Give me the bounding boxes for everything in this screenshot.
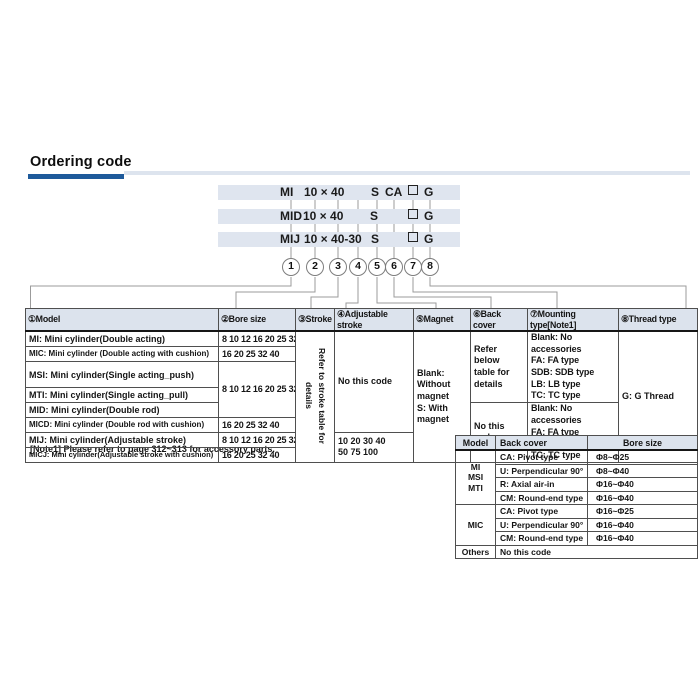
model-cell: MICJ: Mini cylinder(Adjustable stroke wi…	[25, 446, 219, 463]
bore-size-cell: 16 20 25 32 40	[218, 417, 296, 433]
table-row: MICD: Mini cylinder (Double rod with cus…	[25, 417, 698, 433]
header-model: ①Model	[25, 308, 219, 332]
step-circle-3: 3	[329, 258, 347, 276]
header-back-cover: ⑥Back cover	[470, 308, 528, 332]
model-cell: MID: Mini cylinder(Double rod)	[25, 402, 219, 419]
model-group-cell: MIC	[455, 504, 496, 546]
bore-size-cell: 16 20 25 32 40	[218, 345, 296, 362]
step-circle-6: 6	[385, 258, 403, 276]
bore-size-cell: 16 20 25 32 40	[218, 446, 296, 463]
code-size: 10 × 40	[304, 185, 345, 199]
table-row: MSI: Mini cylinder(Single acting_push) 8…	[25, 360, 698, 419]
bore-size-cell: Φ16~Φ40	[587, 531, 698, 546]
code-back-cover: CA	[385, 185, 403, 199]
no-code-cell: No this code	[495, 544, 698, 559]
stroke-vertical-text: Refer to stroke table for details	[304, 347, 327, 444]
back-cover-table: Model Back cover Bore size MI MSI MTI CA…	[455, 435, 698, 559]
step-circle-8: 8	[421, 258, 439, 276]
page-title: Ordering code	[30, 154, 132, 170]
blank-option-box-icon	[408, 232, 418, 242]
code-model: MI	[280, 185, 294, 199]
bore-size-cell: Φ16~Φ40	[587, 477, 698, 492]
bore-size-cell: Φ8~Φ40	[587, 463, 698, 478]
table-row: MIJ: Mini cylinder(Adjustable stroke) 8 …	[25, 431, 698, 463]
model-cell: MIC: Mini cylinder (Double acting with c…	[25, 345, 219, 362]
model-cell: MTI: Mini cylinder(Single acting_pull)	[25, 387, 219, 404]
header-mounting-type: ⑦Mounting type[Note1]	[527, 308, 619, 332]
code-model: MID	[280, 209, 302, 223]
header-magnet: ⑤Magnet	[413, 308, 471, 332]
table-row: MI MSI MTI CA: Pivot type Φ8~Φ25	[455, 449, 698, 505]
table-row: R: Axial air-in Φ16~Φ40	[456, 477, 698, 492]
model-cell: MICD: Mini cylinder (Double rod with cus…	[25, 417, 219, 433]
model-cell: MI: Mini cylinder(Double acting)	[25, 330, 219, 347]
table-row: MIC CA: Pivot type Φ16~Φ25	[455, 504, 698, 546]
code-magnet: S	[371, 185, 380, 199]
code-size: 10 × 40-30	[304, 232, 362, 246]
bore-size-cell: 8 10 12 16 20 25 32 40	[218, 431, 296, 448]
back-cover-cell: U: Perpendicular 90°	[495, 463, 588, 478]
bore-size-cell: Φ16~Φ40	[587, 517, 698, 532]
header-model: Model	[455, 435, 496, 451]
step-circle-5: 5	[368, 258, 386, 276]
code-magnet: S	[370, 209, 379, 223]
magnet-option-blank: Blank: Without magnet	[417, 367, 451, 401]
title-rule	[124, 171, 690, 175]
code-thread: G	[424, 232, 434, 246]
stroke-cell: Refer to stroke table for details	[295, 330, 335, 463]
title-underline-accent	[28, 174, 124, 179]
step-circle-1: 1	[282, 258, 300, 276]
adjustable-stroke-cell: 10 20 30 40 50 75 100	[334, 431, 414, 463]
back-cover-cell: CA: Pivot type	[495, 449, 588, 465]
table-row: U: Perpendicular 90° Φ8~Φ40	[456, 463, 698, 478]
header-thread-type: ⑧Thread type	[618, 308, 698, 332]
blank-option-box-icon	[408, 209, 418, 219]
header-adjustable-stroke: ④Adjustable stroke	[334, 308, 414, 332]
code-row-mid: MID 10 × 40 S G	[218, 209, 460, 224]
header-stroke: ③Stroke	[295, 308, 335, 332]
table-row: MI: Mini cylinder(Double acting) 8 10 12…	[25, 330, 698, 463]
model-cell: MSI: Mini cylinder(Single acting_push)	[25, 360, 219, 389]
back-cover-cell: CM: Round-end type	[495, 490, 588, 505]
table-row: Others No this code	[455, 544, 698, 559]
code-row-mi: MI 10 × 40 S CA G	[218, 185, 460, 200]
magnet-option-s: S: With magnet	[417, 402, 450, 425]
code-magnet: S	[371, 232, 380, 246]
bore-size-cell: Φ16~Φ40	[587, 490, 698, 505]
back-cover-cell: Refer below table for details	[470, 330, 528, 404]
step-circle-7: 7	[404, 258, 422, 276]
back-cover-cell: R: Axial air-in	[495, 477, 588, 492]
code-thread: G	[424, 209, 434, 223]
bore-size-cell: Φ16~Φ25	[587, 504, 698, 519]
mounting-type-cell: Blank: No accessories FA: FA type SDB: S…	[527, 330, 619, 404]
bore-size-cell: Φ8~Φ25	[587, 449, 698, 465]
header-back-cover: Back cover	[495, 435, 588, 451]
header-row: Model Back cover Bore size	[455, 435, 698, 451]
back-cover-cell: U: Perpendicular 90°	[495, 517, 588, 532]
code-row-mij: MIJ 10 × 40-30 S G	[218, 232, 460, 247]
code-thread: G	[424, 185, 434, 199]
header-row: ①Model ②Bore size ③Stroke ④Adjustable st…	[25, 308, 698, 332]
table-row: CM: Round-end type Φ16~Φ40	[456, 490, 698, 505]
step-circle-4: 4	[349, 258, 367, 276]
table-row: MICJ: Mini cylinder(Adjustable stroke wi…	[25, 446, 698, 463]
back-cover-cell: CM: Round-end type	[495, 531, 588, 546]
bore-size-cell: 8 10 12 16 20 25 32 40	[218, 330, 296, 347]
code-model: MIJ	[280, 232, 301, 246]
step-circle-2: 2	[306, 258, 324, 276]
blank-option-box-icon	[408, 185, 418, 195]
model-group-cell: MI MSI MTI	[455, 449, 496, 505]
bore-size-cell: 8 10 12 16 20 25 32 40	[218, 360, 296, 419]
back-cover-cell: CA: Pivot type	[495, 504, 588, 519]
header-bore-size: ②Bore size	[218, 308, 296, 332]
model-group-cell: Others	[455, 544, 496, 559]
header-bore-size: Bore size	[587, 435, 698, 451]
adjustable-stroke-cell: No this code	[334, 330, 414, 433]
model-cell: MIJ: Mini cylinder(Adjustable stroke)	[25, 431, 219, 448]
ordering-code-table: ①Model ②Bore size ③Stroke ④Adjustable st…	[25, 308, 698, 463]
code-size: 10 × 40	[303, 209, 344, 223]
